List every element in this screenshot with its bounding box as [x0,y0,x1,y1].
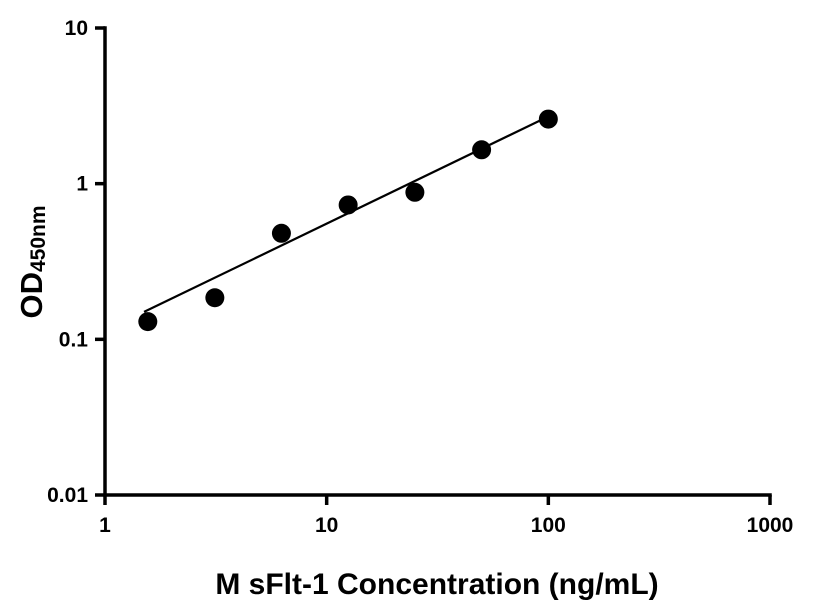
y-axis-label: OD450nm [14,205,50,318]
y-tick-label: 0.1 [59,328,89,351]
y-tick-label: 10 [65,17,88,40]
y-tick-label: 0.01 [47,484,88,507]
plot-area: 1 10 100 1000 0.01 0.1 1 10 [47,17,793,537]
data-point [271,223,291,243]
data-point [338,195,358,215]
data-point [538,109,558,129]
y-axis-label-subscript: 450nm [27,205,50,272]
data-point [205,288,225,308]
x-tick-label: 1000 [747,514,794,537]
y-tick-label: 1 [76,173,88,196]
x-tick-label: 1 [99,514,111,537]
y-axis-label-main: OD [14,272,49,319]
data-point [138,312,158,332]
data-point [472,140,492,160]
x-tick-label: 10 [315,514,338,537]
x-tick-label: 100 [531,514,566,537]
x-axis-label: M sFlt-1 Concentration (ng/mL) [215,568,658,601]
data-point [405,182,425,202]
axis-spines [103,26,772,497]
